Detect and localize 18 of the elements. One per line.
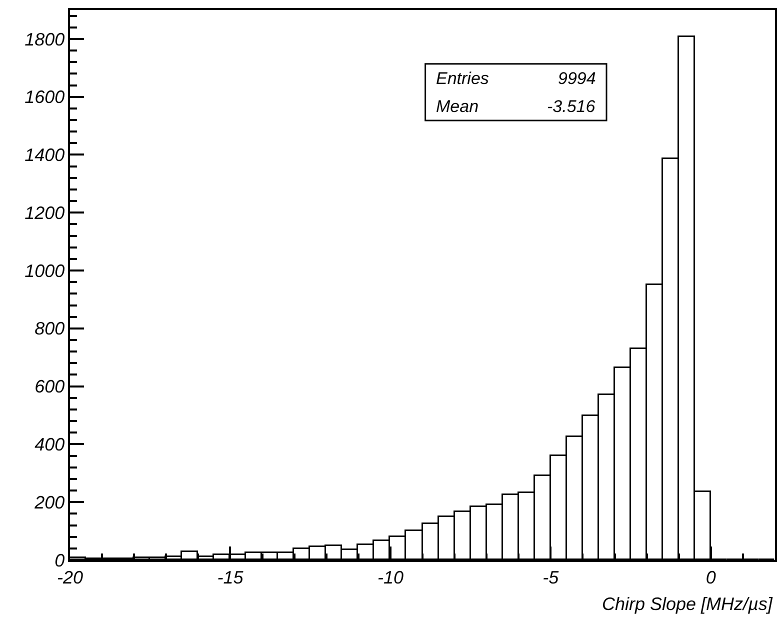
x-axis-title: Chirp Slope [MHz/µs] [602, 594, 774, 614]
y-tick-label: 800 [34, 318, 65, 339]
annotation: 9994 [558, 69, 596, 88]
y-tick-label: 600 [34, 376, 65, 397]
y-tick-label: 1800 [24, 29, 65, 50]
x-tick-label: 0 [706, 567, 716, 588]
y-tick-label: 400 [34, 434, 65, 455]
y-tick-label: 1200 [24, 202, 65, 223]
x-tick-label: -10 [377, 567, 404, 588]
x-tick-label: -5 [542, 567, 560, 588]
annotation: Entries [436, 69, 490, 88]
annotation: Mean [436, 97, 479, 116]
annotation: -3.516 [547, 97, 596, 116]
y-tick-label: 1600 [24, 87, 65, 108]
y-tick-label: 1400 [24, 145, 65, 166]
x-tick-label: -15 [217, 567, 244, 588]
y-tick-label: 1000 [24, 260, 65, 281]
y-tick-label: 200 [34, 492, 65, 512]
